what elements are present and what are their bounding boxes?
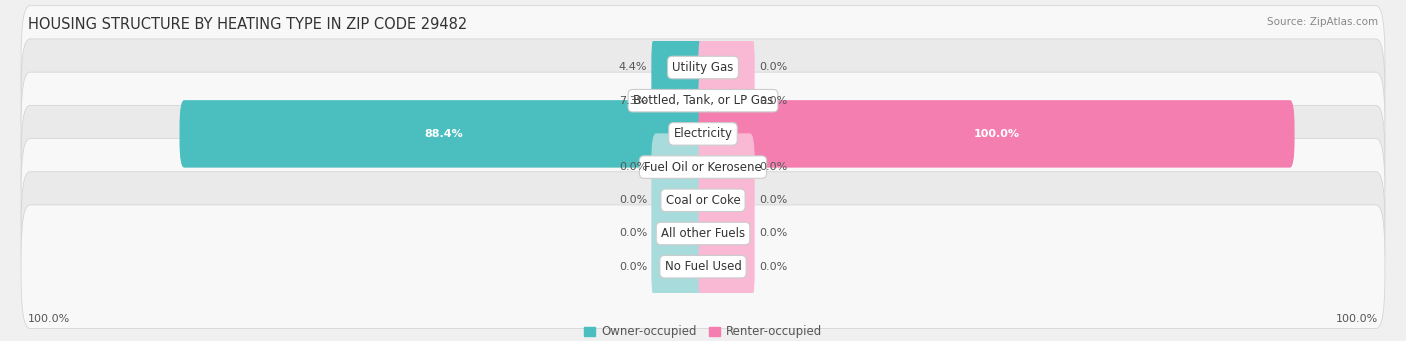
Text: HOUSING STRUCTURE BY HEATING TYPE IN ZIP CODE 29482: HOUSING STRUCTURE BY HEATING TYPE IN ZIP… [28,17,467,32]
Text: 0.0%: 0.0% [759,195,787,205]
FancyBboxPatch shape [21,72,1385,196]
Text: 0.0%: 0.0% [759,96,787,106]
FancyBboxPatch shape [699,100,1295,168]
FancyBboxPatch shape [699,233,755,300]
Text: Coal or Coke: Coal or Coke [665,194,741,207]
FancyBboxPatch shape [699,34,755,101]
FancyBboxPatch shape [651,133,707,201]
Text: 0.0%: 0.0% [619,195,647,205]
FancyBboxPatch shape [21,6,1385,129]
Text: 0.0%: 0.0% [759,262,787,272]
Text: 0.0%: 0.0% [759,162,787,172]
FancyBboxPatch shape [21,105,1385,229]
FancyBboxPatch shape [180,100,707,168]
Legend: Owner-occupied, Renter-occupied: Owner-occupied, Renter-occupied [579,321,827,341]
Text: Bottled, Tank, or LP Gas: Bottled, Tank, or LP Gas [633,94,773,107]
FancyBboxPatch shape [699,166,755,234]
Text: 100.0%: 100.0% [1336,314,1378,324]
Text: 0.0%: 0.0% [619,162,647,172]
Text: 0.0%: 0.0% [619,228,647,238]
Text: 0.0%: 0.0% [759,62,787,73]
Text: 7.3%: 7.3% [619,96,647,106]
Text: Source: ZipAtlas.com: Source: ZipAtlas.com [1267,17,1378,27]
FancyBboxPatch shape [651,200,707,267]
Text: Electricity: Electricity [673,128,733,140]
Text: Utility Gas: Utility Gas [672,61,734,74]
Text: No Fuel Used: No Fuel Used [665,260,741,273]
FancyBboxPatch shape [21,39,1385,162]
Text: 0.0%: 0.0% [759,228,787,238]
FancyBboxPatch shape [21,205,1385,328]
Text: 100.0%: 100.0% [973,129,1019,139]
FancyBboxPatch shape [651,34,707,101]
Text: All other Fuels: All other Fuels [661,227,745,240]
FancyBboxPatch shape [699,200,755,267]
FancyBboxPatch shape [699,67,755,134]
Text: 4.4%: 4.4% [619,62,647,73]
Text: 88.4%: 88.4% [425,129,463,139]
FancyBboxPatch shape [21,172,1385,295]
Text: 0.0%: 0.0% [619,262,647,272]
FancyBboxPatch shape [651,67,707,134]
FancyBboxPatch shape [699,133,755,201]
Text: 100.0%: 100.0% [28,314,70,324]
Text: Fuel Oil or Kerosene: Fuel Oil or Kerosene [644,161,762,174]
FancyBboxPatch shape [651,166,707,234]
FancyBboxPatch shape [651,233,707,300]
FancyBboxPatch shape [21,138,1385,262]
